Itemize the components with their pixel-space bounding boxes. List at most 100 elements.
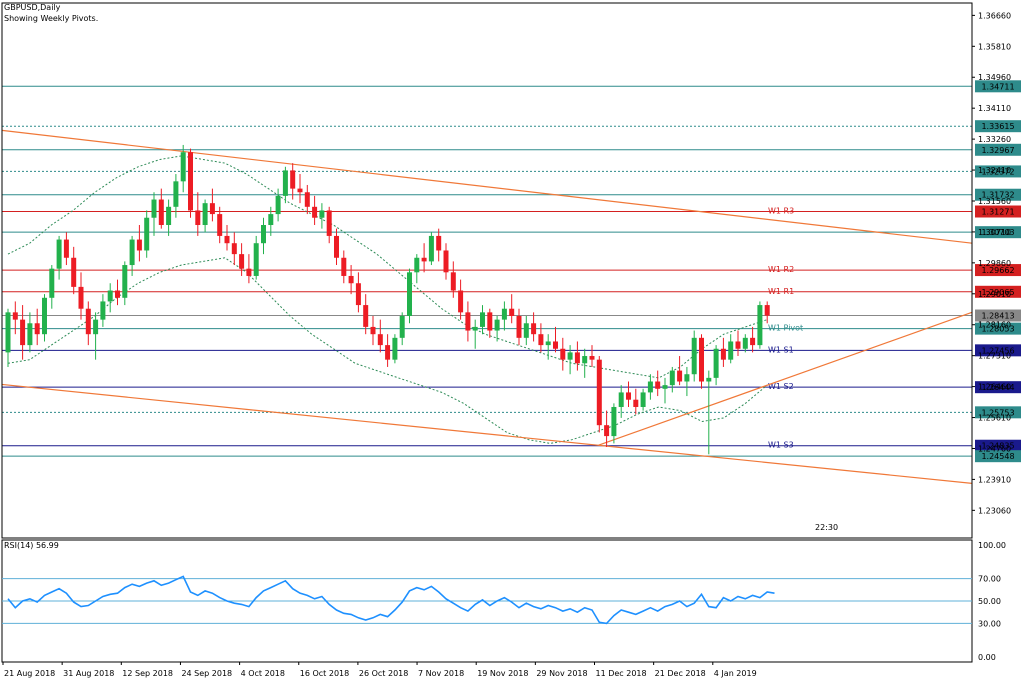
bull-candle[interactable] [640,392,646,407]
bear-candle[interactable] [158,199,164,226]
bear-candle[interactable] [421,257,427,262]
bull-candle[interactable] [275,195,281,215]
bull-candle[interactable] [151,199,157,218]
bull-candle[interactable] [5,312,11,353]
bull-candle[interactable] [202,203,208,226]
bull-candle[interactable] [129,239,135,266]
bull-candle[interactable] [122,265,128,298]
bear-candle[interactable] [531,323,537,335]
bull-candle[interactable] [545,341,551,346]
bear-candle[interactable] [20,319,26,346]
bear-candle[interactable] [224,235,230,244]
bull-candle[interactable] [166,206,172,226]
bear-candle[interactable] [239,254,245,269]
bear-candle[interactable] [231,243,237,255]
bear-candle[interactable] [626,392,631,400]
bull-candle[interactable] [662,385,668,389]
bull-candle[interactable] [407,272,412,316]
bear-candle[interactable] [290,170,296,189]
bull-candle[interactable] [107,290,113,302]
bear-candle[interactable] [348,275,354,284]
bear-candle[interactable] [574,352,580,364]
bear-candle[interactable] [363,305,369,327]
bear-candle[interactable] [71,257,77,287]
bull-candle[interactable] [93,319,99,335]
bull-candle[interactable] [27,323,33,346]
bear-candle[interactable] [217,214,223,236]
bull-candle[interactable] [49,268,55,298]
bull-candle[interactable] [713,348,719,378]
bear-candle[interactable] [78,286,84,309]
bull-candle[interactable] [261,225,266,244]
bear-candle[interactable] [370,326,376,335]
bear-candle[interactable] [377,334,383,346]
bull-candle[interactable] [742,337,748,349]
bull-candle[interactable] [472,326,478,331]
bear-candle[interactable] [655,381,661,389]
bear-candle[interactable] [764,305,770,316]
bull-candle[interactable] [253,243,259,276]
bull-candle[interactable] [100,301,106,320]
bear-candle[interactable] [720,348,726,360]
trendline[interactable] [1,129,973,244]
bear-candle[interactable] [560,348,566,360]
bear-candle[interactable] [136,239,142,251]
bear-candle[interactable] [195,210,201,226]
bear-candle[interactable] [209,203,215,215]
bear-candle[interactable] [538,334,544,346]
bull-candle[interactable] [428,235,434,262]
bear-candle[interactable] [12,312,18,320]
bear-candle[interactable] [509,308,515,316]
bull-candle[interactable] [392,337,398,360]
trendline[interactable] [1,383,973,485]
bear-candle[interactable] [188,152,193,211]
bear-candle[interactable] [436,235,442,251]
bear-candle[interactable] [334,235,339,258]
bull-candle[interactable] [523,323,529,338]
bull-candle[interactable] [647,381,653,393]
bear-candle[interactable] [553,341,558,349]
bull-candle[interactable] [282,170,288,196]
bull-candle[interactable] [706,377,712,382]
bear-candle[interactable] [34,323,40,335]
bull-candle[interactable] [480,312,485,327]
bear-candle[interactable] [63,239,69,258]
bear-candle[interactable] [297,188,303,193]
bull-candle[interactable] [42,297,47,335]
trendline[interactable] [598,311,973,446]
bull-candle[interactable] [757,305,763,346]
bull-candle[interactable] [414,257,420,273]
bull-candle[interactable] [728,341,734,360]
bull-candle[interactable] [494,319,500,331]
bear-candle[interactable] [341,257,347,276]
bear-candle[interactable] [312,206,318,218]
bull-candle[interactable] [56,239,62,269]
bull-candle[interactable] [618,392,624,407]
bear-candle[interactable] [677,370,683,382]
bear-candle[interactable] [465,312,471,331]
bull-candle[interactable] [144,217,150,251]
bull-candle[interactable] [582,356,588,364]
bear-candle[interactable] [699,337,704,382]
bear-candle[interactable] [85,308,91,335]
bull-candle[interactable] [180,152,186,182]
bear-candle[interactable] [604,425,610,437]
bear-candle[interactable] [633,399,639,407]
bull-candle[interactable] [173,181,179,207]
bear-candle[interactable] [487,312,493,331]
bear-candle[interactable] [589,356,595,360]
bull-candle[interactable] [611,406,617,437]
bear-candle[interactable] [385,345,391,360]
bear-candle[interactable] [326,210,332,236]
bull-candle[interactable] [399,315,405,338]
bull-candle[interactable] [691,337,697,375]
bear-candle[interactable] [304,192,310,207]
bear-candle[interactable] [450,272,456,291]
bear-candle[interactable] [443,250,449,273]
bear-candle[interactable] [750,337,756,346]
bear-candle[interactable] [458,290,464,313]
bull-candle[interactable] [319,210,325,218]
bull-candle[interactable] [268,214,274,226]
bear-candle[interactable] [596,359,602,426]
